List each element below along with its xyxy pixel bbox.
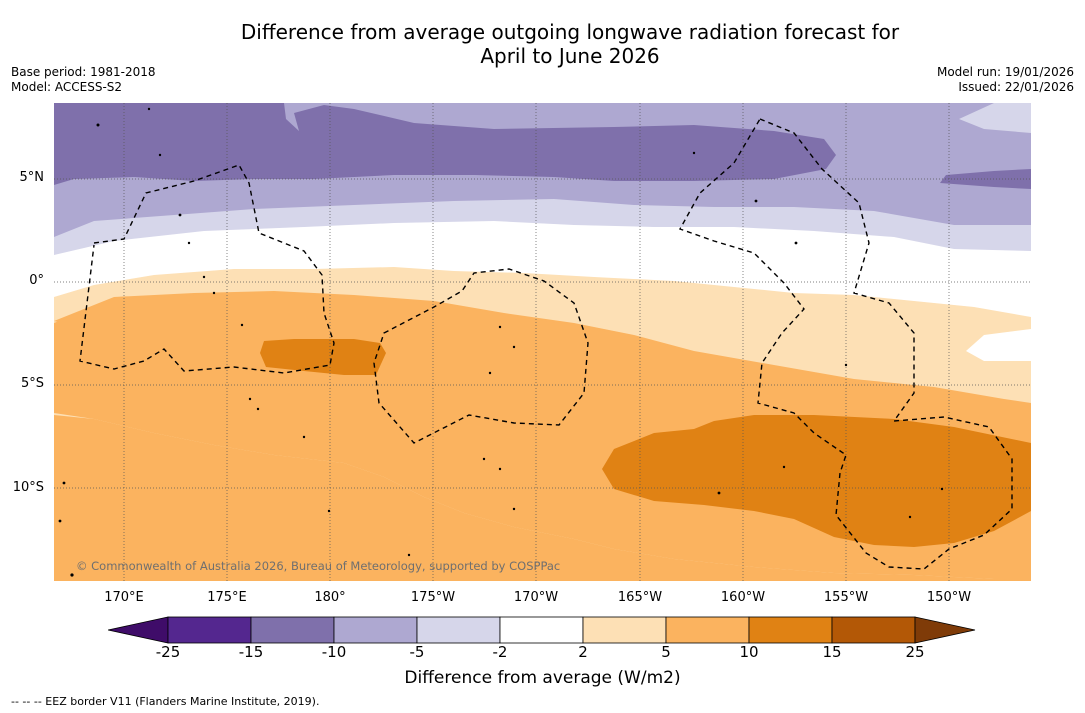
lat-label: 5°N <box>19 170 45 185</box>
colorbar-cell <box>748 616 833 644</box>
lon-label: 170°E <box>104 590 144 605</box>
colorbar-tick: 10 <box>739 643 759 661</box>
eez-borders <box>79 118 1013 570</box>
colorbar-cell <box>831 616 916 644</box>
colorbar-cell <box>665 616 750 644</box>
lat-label: 10°S <box>12 480 44 495</box>
colorbar-extend-low <box>108 616 169 644</box>
meta-left: Base period: 1981-2018 Model: ACCESS-S2 <box>11 65 156 95</box>
lon-label: 170°W <box>513 590 559 605</box>
band-minus10-east-patch <box>940 169 1031 189</box>
chart-title: Difference from average outgoing longwav… <box>0 20 1085 68</box>
band-minus10-north <box>54 103 836 185</box>
colorbar-cell <box>333 616 418 644</box>
colorbar-tick: -10 <box>321 643 347 661</box>
colorbar-extend-high <box>914 616 976 644</box>
band-plus10-central <box>260 339 386 375</box>
colorbar-cell <box>167 616 252 644</box>
issued-date: Issued: 22/01/2026 <box>958 80 1074 94</box>
colorbar-cell <box>416 616 501 644</box>
colorbar-cell <box>250 616 335 644</box>
copyright-notice: © Commonwealth of Australia 2026, Bureau… <box>76 559 561 573</box>
lon-label: 150°W <box>926 590 972 605</box>
gridlines <box>54 103 1031 581</box>
colorbar-cell <box>582 616 667 644</box>
lon-label: 175°E <box>207 590 247 605</box>
colorbar-tick: -25 <box>155 643 181 661</box>
lon-label: 155°W <box>823 590 869 605</box>
eez-footnote: -- -- -- EEZ border V11 (Flanders Marine… <box>11 695 320 708</box>
lat-label: 5°S <box>20 376 44 391</box>
colorbar-label: Difference from average (W/m2) <box>404 668 681 688</box>
colorbar-cell <box>499 616 584 644</box>
lon-label: 180° <box>314 590 346 605</box>
lat-label: 0° <box>29 273 44 288</box>
model-run: Model run: 19/01/2026 <box>936 65 1074 79</box>
base-period: Base period: 1981-2018 <box>11 65 156 79</box>
lon-label: 175°W <box>410 590 456 605</box>
colorbar <box>108 616 976 644</box>
colorbar-tick: -15 <box>238 643 264 661</box>
colorbar-tick: -2 <box>492 643 508 661</box>
olr-anomaly-map <box>54 103 1031 581</box>
colorbar-tick: 2 <box>578 643 588 661</box>
title-line-2: April to June 2026 <box>480 44 660 68</box>
colorbar-tick: 15 <box>822 643 842 661</box>
colorbar-tick: 25 <box>905 643 925 661</box>
lon-label: 165°W <box>617 590 663 605</box>
colorbar-tick: 5 <box>661 643 671 661</box>
band-plus10-east <box>602 415 1031 547</box>
model-name: Model: ACCESS-S2 <box>11 80 123 94</box>
colorbar-tick: -5 <box>409 643 425 661</box>
islands <box>58 107 944 577</box>
lon-label: 160°W <box>720 590 766 605</box>
meta-right: Model run: 19/01/2026 Issued: 22/01/2026 <box>937 65 1074 95</box>
title-line-1: Difference from average outgoing longwav… <box>240 20 900 44</box>
